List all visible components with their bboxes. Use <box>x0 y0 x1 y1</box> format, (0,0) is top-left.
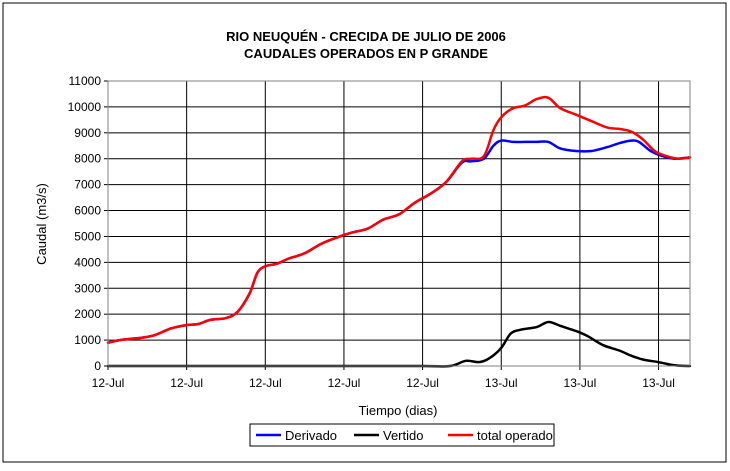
x-tick-label: 13-Jul <box>642 376 675 390</box>
plot-area-border <box>107 80 691 367</box>
x-tick-label: 12-Jul <box>328 376 361 390</box>
y-axis-label: Caudal (m3/s) <box>34 183 49 265</box>
y-tick-label: 0 <box>94 359 101 373</box>
y-tick-label: 11000 <box>69 74 102 88</box>
series-line-total-operado <box>106 95 692 344</box>
y-tick-label: 9000 <box>74 126 101 140</box>
legend: Derivado Vertido total operado <box>249 423 555 447</box>
y-axis-ticks: 0 1000 2000 3000 4000 5000 6000 7000 8000 9000 100… <box>68 74 108 373</box>
x-tick-label: 12-Jul <box>170 376 203 390</box>
x-tick-label: 12-Jul <box>92 376 125 390</box>
y-tick-label: 8000 <box>74 152 101 166</box>
y-tick-label: 1000 <box>74 333 101 347</box>
chart-title: RIO NEUQUÉN - CRECIDA DE JULIO DE 2006 <box>226 29 506 44</box>
y-tick-label: 2000 <box>74 307 101 321</box>
y-tick-label: 5000 <box>74 229 101 243</box>
y-tick-label: 4000 <box>74 255 101 269</box>
y-tick-label: 3000 <box>74 281 101 295</box>
x-tick-label: 12-Jul <box>249 376 282 390</box>
x-tick-label: 13-Jul <box>485 376 518 390</box>
x-tick-label: 13-Jul <box>564 376 597 390</box>
legend-label-total-operado: total operado <box>477 428 553 443</box>
y-tick-label: 6000 <box>74 204 101 218</box>
x-axis-ticks: 12-Jul 12-Jul 12-Jul 12-Jul 12-Jul 13-Jul 13-J… <box>92 366 675 390</box>
x-axis-label: Tiempo (dias) <box>359 403 438 418</box>
y-tick-label: 7000 <box>74 178 101 192</box>
legend-label-vertido: Vertido <box>383 428 423 443</box>
y-tick-label: 10000 <box>68 100 102 114</box>
x-tick-label: 12-Jul <box>406 376 439 390</box>
chart-subtitle: CAUDALES OPERADOS EN P GRANDE <box>244 46 488 61</box>
grid-lines <box>108 81 690 366</box>
legend-label-derivado: Derivado <box>285 428 337 443</box>
legend-box <box>249 423 555 447</box>
chart-border <box>2 2 727 463</box>
